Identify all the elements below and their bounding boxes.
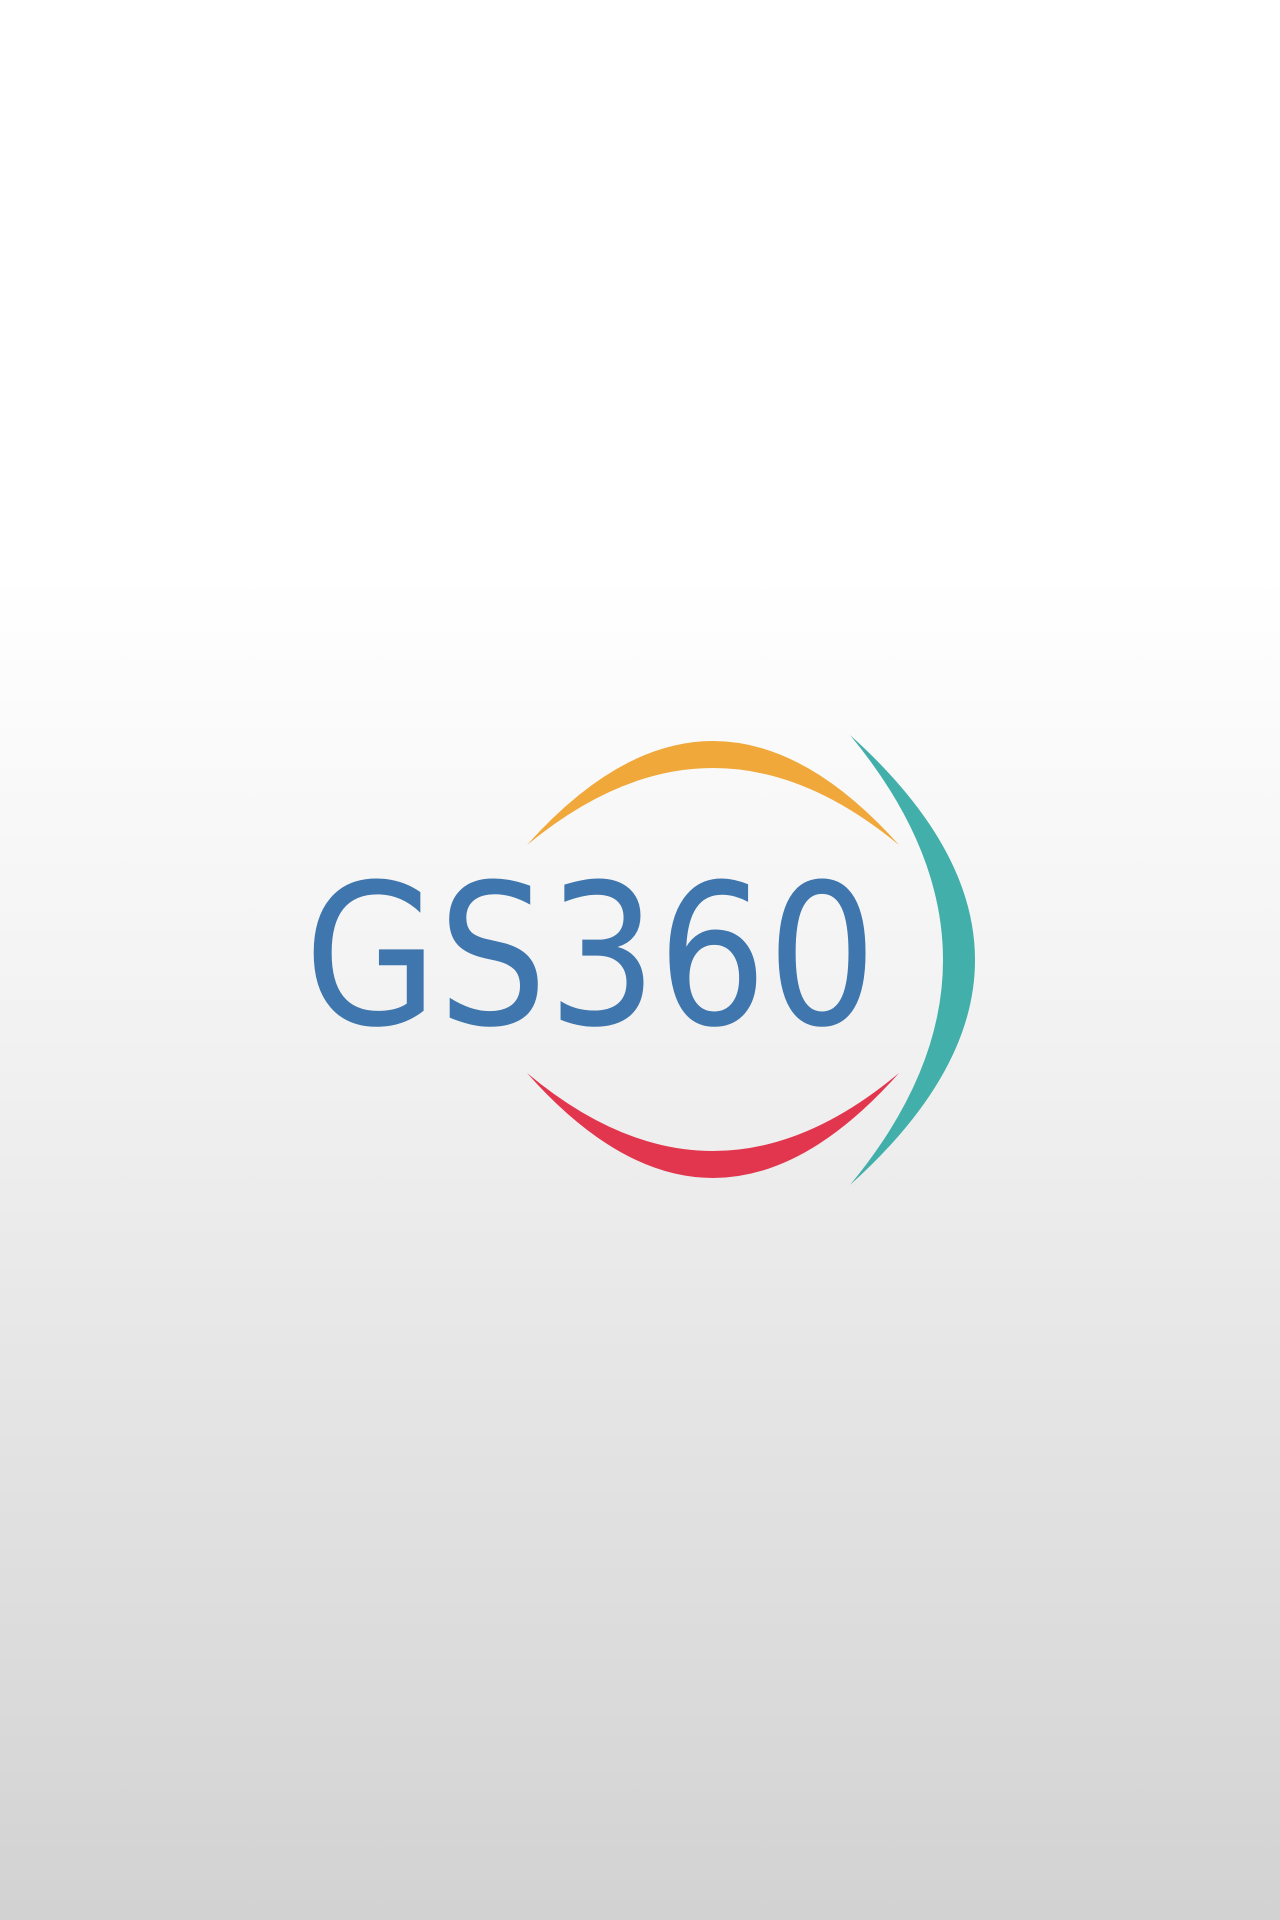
logo-arc-right (850, 735, 975, 1185)
logo-arc-top (527, 741, 899, 845)
logo-text: GS360 (304, 843, 877, 1071)
logo-arc-bottom (527, 1073, 899, 1178)
